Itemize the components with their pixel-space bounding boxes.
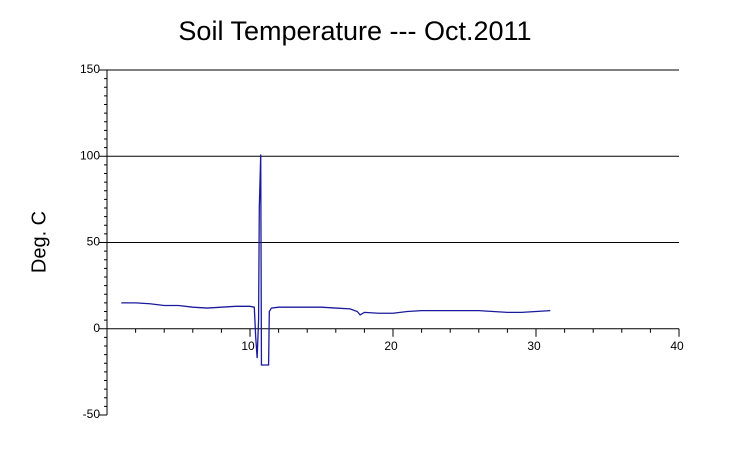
x-tick-label: 10	[241, 339, 255, 353]
y-tick-label: 100	[80, 148, 100, 162]
y-tick-label: -50	[83, 407, 101, 421]
y-tick-label: 150	[80, 62, 100, 76]
y-tick-label: 0	[93, 321, 100, 335]
chart-title: Soil Temperature --- Oct.2011	[178, 16, 531, 46]
data-line	[121, 154, 551, 366]
y-tick-label: 50	[87, 235, 101, 249]
x-tick-label: 30	[527, 339, 541, 353]
x-tick-label: 20	[384, 339, 398, 353]
y-axis-title: Deg. C	[28, 211, 50, 273]
x-tick-label: 40	[670, 339, 684, 353]
